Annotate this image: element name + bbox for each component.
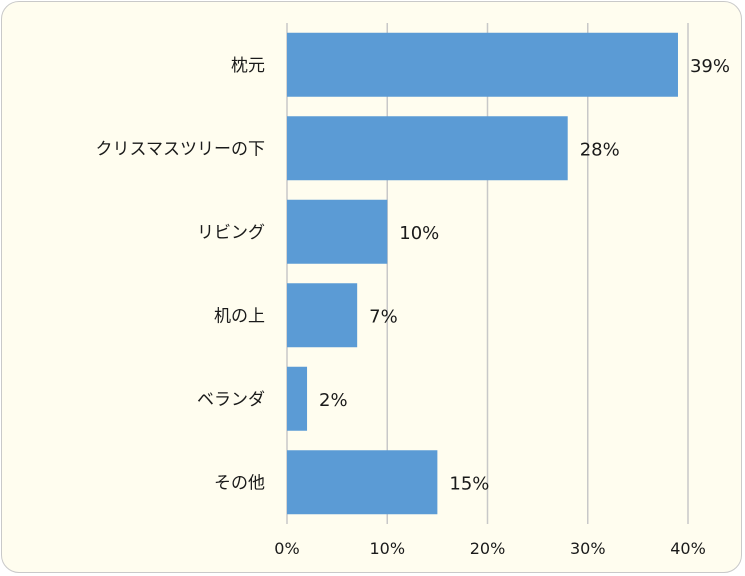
bar bbox=[287, 32, 678, 97]
category-label: ベランダ bbox=[197, 390, 265, 410]
x-tick-label: 40% bbox=[670, 539, 706, 558]
x-tick-label: 20% bbox=[470, 539, 506, 558]
bar bbox=[287, 199, 388, 264]
data-label: 15% bbox=[449, 473, 489, 494]
category-label: リビング bbox=[197, 223, 265, 243]
data-label: 28% bbox=[580, 139, 620, 160]
bar bbox=[287, 116, 568, 181]
x-tick-label: 0% bbox=[274, 539, 299, 558]
x-tick-label: 30% bbox=[570, 539, 606, 558]
category-label: クリスマスツリーの下 bbox=[96, 139, 266, 159]
category-label: 枕元 bbox=[231, 56, 265, 76]
data-label: 7% bbox=[369, 306, 398, 327]
category-label: 机の上 bbox=[214, 306, 265, 326]
x-tick-label: 10% bbox=[369, 539, 405, 558]
bar bbox=[287, 450, 438, 515]
data-label: 10% bbox=[399, 223, 439, 244]
data-label: 39% bbox=[690, 56, 730, 77]
bar bbox=[287, 366, 308, 431]
bar bbox=[287, 283, 358, 348]
category-label: その他 bbox=[214, 473, 265, 493]
data-label: 2% bbox=[319, 390, 348, 411]
